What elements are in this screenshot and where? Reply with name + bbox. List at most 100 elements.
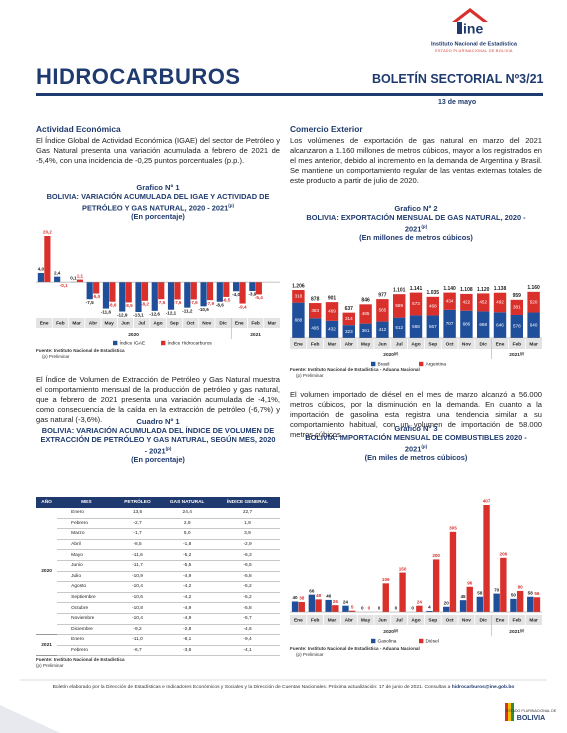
total-label: 1.035 xyxy=(427,290,440,296)
bar xyxy=(342,605,349,612)
bar xyxy=(255,282,262,295)
segment-label: 668 xyxy=(479,322,487,327)
bar xyxy=(516,590,524,612)
segment-label: 412 xyxy=(379,327,387,332)
x-tick-label: Sep xyxy=(170,320,179,326)
value-label: -7,6 xyxy=(190,300,198,305)
legend-label: Diésel xyxy=(426,638,439,644)
chart-title-text: BOLIVIA: VARIACIÓN ACUMULADA DEL IGAE Y … xyxy=(46,192,270,213)
value-cell: -3,6 xyxy=(159,645,215,657)
bar-segment xyxy=(409,292,423,316)
bar xyxy=(109,282,116,302)
x-tick-label: Feb xyxy=(251,320,260,326)
year-text: 2021 xyxy=(509,629,520,635)
value-cell: -1,8 xyxy=(159,539,215,551)
x-tick-label: Ene xyxy=(235,320,244,326)
table-source: Fuente: Instituto Nacional de Estadístic… xyxy=(36,657,125,669)
flag-green xyxy=(511,703,514,721)
x-tick-label: Abr xyxy=(345,617,353,623)
month-cell: Enero xyxy=(57,634,116,646)
month-cell: Abril xyxy=(57,539,116,551)
total-label: 1.120 xyxy=(477,287,490,293)
bar-segment xyxy=(426,315,440,338)
flag-yellow xyxy=(508,703,511,721)
value-cell: -10,6 xyxy=(115,592,160,604)
x-tick-label: Sep xyxy=(428,617,437,623)
bar-segment xyxy=(493,312,507,338)
month-cell: Febrero xyxy=(57,518,116,530)
bar xyxy=(125,282,132,303)
bar xyxy=(426,610,433,612)
x-tick-label: May xyxy=(105,320,115,326)
value-label: 0 xyxy=(378,606,381,611)
value-label: -10,6 xyxy=(198,307,209,312)
value-label: -7,6 xyxy=(174,300,182,305)
total-label: 1.206 xyxy=(292,283,305,289)
bar-segment xyxy=(527,312,540,338)
value-label: -8,6 xyxy=(216,302,224,307)
bar xyxy=(308,594,316,612)
total-label: 1.160 xyxy=(527,285,540,291)
bar xyxy=(493,593,500,612)
value-label: -0,1 xyxy=(60,283,68,288)
table-label: Cuadro Nº 1 xyxy=(136,417,180,426)
table-row: Julio -10,9 -4,9 -5,8 xyxy=(36,571,280,583)
segment-label: 520 xyxy=(530,299,538,304)
x-tick-label: Abr xyxy=(345,341,353,347)
section-heading: Comercio Exterior xyxy=(290,124,363,134)
segment-label: 314 xyxy=(345,316,353,321)
x-tick-label: Oct xyxy=(446,341,454,347)
value-cell: -2,7 xyxy=(115,518,160,530)
legend-label: Argentina xyxy=(426,361,447,367)
footer-email: hidrocarburos@ine.gob.bo xyxy=(451,685,515,690)
table-title-note: (p) xyxy=(165,446,172,451)
value-cell: -4,9 xyxy=(159,602,215,614)
value-label: -11,2 xyxy=(182,308,193,313)
value-cell: -1,7 xyxy=(115,528,160,540)
value-label: 24 xyxy=(343,599,349,604)
chart-title-text: BOLIVIA: EXPORTACIÓN MENSUAL DE GAS NATU… xyxy=(306,213,526,234)
value-cell: 22,7 xyxy=(215,508,280,519)
value-label: -7,9 xyxy=(206,301,214,306)
table-row: Marzo -1,7 5,0 3,9 xyxy=(36,528,280,540)
value-label: -7,5 xyxy=(157,300,165,305)
table-row: Febrero -6,7 -3,6 -4,1 xyxy=(36,645,280,657)
value-label: 407 xyxy=(483,499,491,504)
segment-label: 578 xyxy=(513,324,521,329)
value-label: 70 xyxy=(494,587,500,592)
month-cell: Mayo xyxy=(57,549,116,561)
bar-segment xyxy=(325,320,339,338)
bar-segment xyxy=(325,302,339,321)
value-cell: -5,2 xyxy=(215,592,280,604)
x-tick-label: Nov xyxy=(462,341,471,347)
year-note: (p) xyxy=(394,351,398,355)
value-label: -3,9 xyxy=(248,292,256,297)
value-label: 38 xyxy=(299,596,305,601)
month-cell: Agosto xyxy=(57,581,116,593)
total-label: 1.101 xyxy=(393,288,406,294)
value-cell: -4,2 xyxy=(159,592,215,604)
chart-title-block: Grafico Nº 2 BOLIVIA: EXPORTACIÓN MENSUA… xyxy=(302,204,530,242)
value-cell: -4,9 xyxy=(159,571,215,583)
segment-label: 432 xyxy=(328,327,336,332)
table-row: Diciembre -9,2 -2,8 -4,6 xyxy=(36,624,280,636)
x-tick-label: Nov xyxy=(202,320,211,326)
bar xyxy=(119,282,126,312)
bar xyxy=(449,531,457,612)
total-label: 1.140 xyxy=(443,286,456,292)
table-row: Junio -11,7 -5,5 -6,5 xyxy=(36,560,280,572)
bar-segment xyxy=(376,299,389,322)
segment-label: 468 xyxy=(429,303,437,308)
value-label: 20 xyxy=(444,600,450,605)
legend-swatch xyxy=(161,340,166,346)
bar xyxy=(44,236,51,283)
x-tick-label: Ago xyxy=(153,320,162,326)
segment-label: 383 xyxy=(311,308,319,313)
bar-segment xyxy=(292,290,305,303)
month-cell: Enero xyxy=(57,508,116,519)
legend-label: Brasil xyxy=(378,361,390,367)
value-label: -5,0 xyxy=(92,294,100,299)
value-cell: -8,1 xyxy=(159,634,215,646)
value-cell: 3,9 xyxy=(215,528,280,540)
value-label: 5 xyxy=(351,604,354,609)
